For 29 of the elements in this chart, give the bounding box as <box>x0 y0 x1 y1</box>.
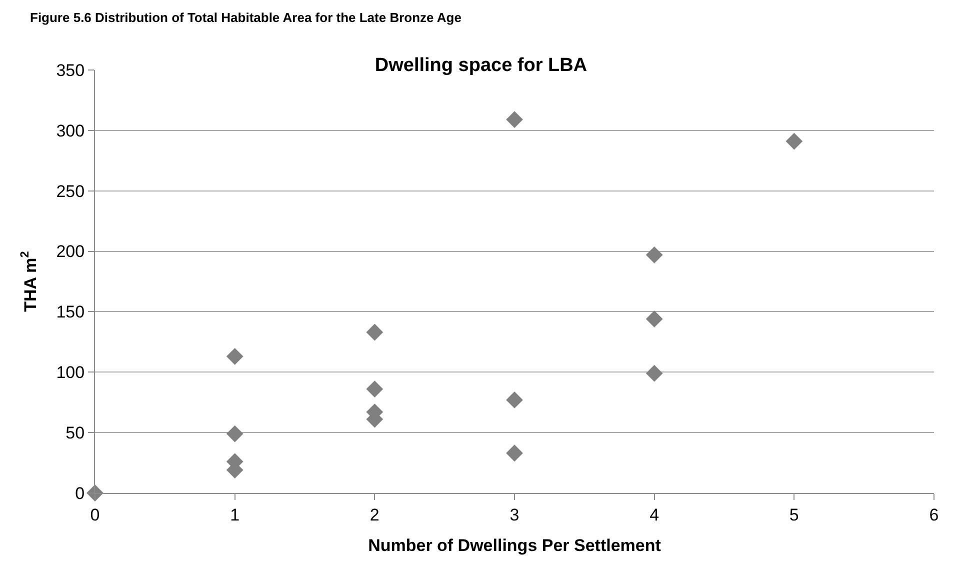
y-tick-label: 350 <box>56 60 85 80</box>
point <box>366 380 384 398</box>
x-tick-label: 0 <box>90 505 100 524</box>
point <box>646 364 663 382</box>
y-tick-label: 0 <box>75 484 85 503</box>
caption: Figure 5.6 Distribution of Total Habitable Area for the Late Bronze Age <box>30 10 462 25</box>
y-tick-label: 200 <box>56 242 85 262</box>
point <box>366 324 384 341</box>
x-tick-label: 5 <box>789 505 799 524</box>
y-tick-label: 300 <box>56 121 85 140</box>
x-tick-label: 6 <box>929 505 939 524</box>
point <box>786 132 803 150</box>
x-tick-label: 1 <box>230 505 240 524</box>
x-axis-title: Number of Dwellings Per Settlement <box>368 536 662 555</box>
y-tick-label: 100 <box>56 363 85 382</box>
x-tick-label: 3 <box>510 505 520 524</box>
y-tick-label: 250 <box>56 182 85 201</box>
point <box>646 246 663 264</box>
x-tick-label: 4 <box>650 505 660 524</box>
point <box>646 310 663 328</box>
point <box>226 348 244 365</box>
y-tick-label: 50 <box>66 424 85 443</box>
x-tick-label: 2 <box>370 505 380 524</box>
y-tick-label: 150 <box>56 302 85 322</box>
point <box>506 391 523 408</box>
point <box>506 444 523 462</box>
chart-title: Dwelling space for LBA <box>374 55 588 76</box>
point <box>226 425 244 442</box>
point <box>506 111 523 128</box>
